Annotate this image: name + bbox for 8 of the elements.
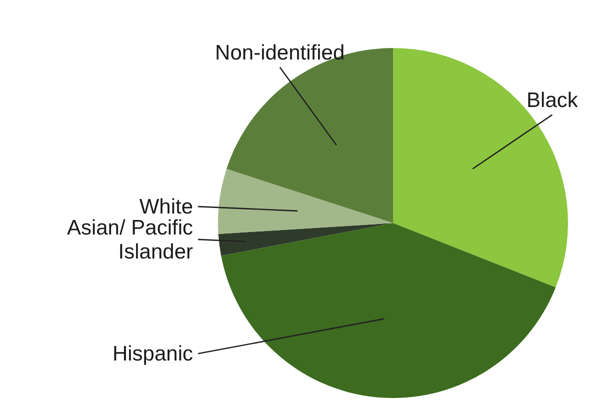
slice-label: Non-identified	[215, 41, 345, 64]
pie-slice	[221, 223, 556, 398]
slice-label: Black	[526, 88, 578, 112]
pie-slice	[218, 168, 393, 234]
slice-label: Asian/ Pacific Islander	[66, 216, 193, 264]
slice-label: White	[139, 196, 193, 219]
slice-label: Hispanic	[112, 342, 193, 366]
pie-slice	[218, 223, 393, 256]
